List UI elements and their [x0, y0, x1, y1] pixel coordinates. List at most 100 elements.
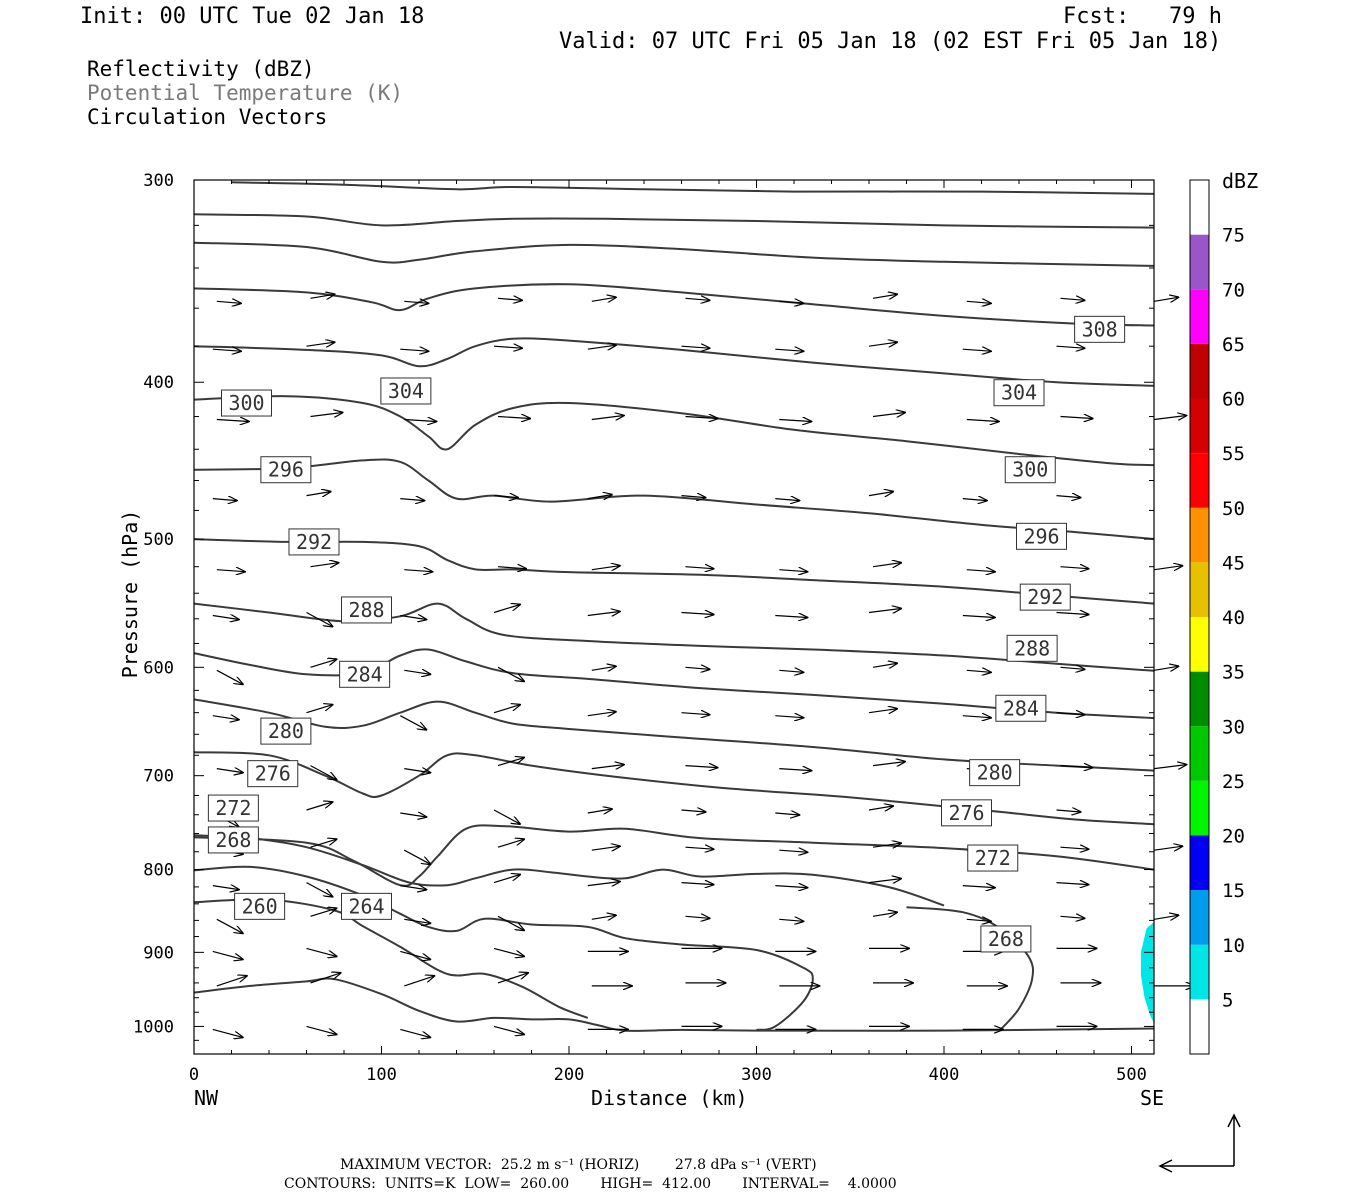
colorbar-frame: [1189, 179, 1210, 1055]
circulation-vector: [493, 705, 520, 714]
field-potential-temperature: Potential Temperature (K): [87, 81, 404, 105]
circulation-vector: [779, 919, 803, 921]
circulation-vector: [404, 849, 430, 864]
circulation-vector: [497, 417, 530, 419]
circulation-vector: [1154, 297, 1178, 301]
circulation-vector: [1060, 916, 1085, 918]
isentrope-260: [193, 977, 1155, 1032]
colorbar-bottom-segment: [1190, 999, 1209, 1054]
colorbar-label: 30: [1222, 716, 1245, 738]
circulation-vector: [685, 667, 710, 669]
circulation-vector: [587, 809, 612, 813]
left-endpoint-label: NW: [194, 1086, 219, 1110]
circulation-vector: [1060, 417, 1093, 419]
isentrope-label: 304: [993, 379, 1045, 407]
circulation-vector: [306, 492, 331, 496]
init-time: Init: 00 UTC Tue 02 Jan 18: [80, 4, 425, 29]
svg-text:308: 308: [1082, 317, 1118, 341]
circulation-vector: [1154, 666, 1178, 670]
circulation-vector: [966, 301, 991, 303]
circulation-vector: [775, 886, 807, 888]
x-tick-label: 400: [929, 1065, 960, 1085]
isentrope-label: 292: [288, 528, 340, 556]
colorbar-label: 25: [1222, 771, 1245, 793]
circulation-vector: [212, 1028, 243, 1037]
isentrope-label: 280: [260, 717, 312, 745]
circulation-vector: [1056, 810, 1081, 812]
circulation-vector: [868, 492, 893, 496]
isentrope-264: [193, 898, 589, 1019]
isentrope-label: 284: [995, 694, 1047, 722]
isentrope-280: [193, 698, 1155, 772]
colorbar-segment: [1190, 562, 1209, 617]
circulation-vector: [591, 666, 616, 670]
isentrope-label: 272: [967, 844, 1019, 872]
svg-text:288: 288: [1014, 636, 1050, 660]
circulation-vector: [497, 758, 524, 767]
isentrope-label: 288: [1006, 634, 1058, 662]
circulation-vector: [212, 886, 239, 890]
svg-text:300: 300: [1012, 458, 1048, 482]
circulation-vector: [404, 570, 432, 572]
svg-text:276: 276: [255, 762, 291, 786]
isentrope-300: [193, 395, 1155, 467]
circulation-vector: [497, 298, 522, 300]
svg-text:284: 284: [1003, 696, 1039, 720]
y-tick-label: 800: [143, 861, 174, 881]
y-axis-title: Pressure (hPa): [118, 509, 142, 679]
circulation-vector: [868, 609, 901, 613]
circulation-vector: [306, 705, 333, 714]
svg-text:272: 272: [975, 846, 1011, 870]
circulation-vector: [310, 563, 339, 567]
circulation-vector: [404, 301, 428, 303]
circulation-vector: [400, 813, 426, 817]
circulation-vector: [216, 570, 245, 572]
circulation-vector: [1056, 883, 1089, 885]
svg-text:260: 260: [242, 894, 278, 918]
circulation-vector: [685, 567, 714, 569]
colorbar-label: 5: [1222, 989, 1233, 1011]
circulation-vector: [1154, 416, 1186, 420]
colorbar-label: 45: [1222, 552, 1245, 574]
colorbar-segment: [1190, 944, 1209, 1000]
circulation-vector: [306, 611, 333, 627]
svg-text:268: 268: [988, 927, 1024, 951]
colorbar-segment: [1190, 289, 1209, 344]
circulation-vector: [872, 563, 901, 567]
isentrope-296: [193, 458, 1155, 541]
circulation-vector: [685, 847, 714, 849]
isentrope-268b: [906, 906, 1035, 1031]
circulation-vector: [310, 908, 337, 917]
circulation-vector: [404, 919, 430, 923]
circulation-vector: [1060, 847, 1089, 849]
isentrope-label: 276: [941, 799, 992, 827]
circulation-vector: [872, 413, 905, 417]
circulation-vector: [404, 420, 436, 422]
y-tick-label: 900: [143, 943, 174, 963]
y-tick-label: 600: [143, 658, 174, 678]
circulation-vector: [962, 349, 991, 351]
svg-text:304: 304: [1001, 381, 1037, 405]
circulation-vector: [216, 918, 243, 933]
circulation-vector: [591, 915, 616, 919]
field-reflectivity: Reflectivity (dBZ): [87, 57, 315, 81]
circulation-vector: [400, 886, 426, 890]
colorbar-segment: [1190, 780, 1209, 836]
circulation-vector: [497, 973, 528, 984]
circulation-vector: [868, 879, 901, 883]
circulation-vector: [681, 883, 714, 885]
reflectivity-area: [1140, 922, 1154, 1023]
colorbar-label: 20: [1222, 826, 1245, 848]
circulation-vector: [962, 716, 991, 718]
circulation-vector: [962, 886, 995, 888]
circulation-vector: [868, 342, 897, 346]
circulation-vector: [962, 499, 987, 501]
circulation-vector: [591, 846, 620, 850]
circulation-vector: [306, 1025, 337, 1034]
colorbar-segment: [1190, 890, 1209, 945]
circulation-vector: [775, 349, 803, 351]
circulation-vector: [872, 762, 905, 766]
circulation-vector: [212, 499, 237, 501]
circulation-vector: [306, 947, 337, 956]
